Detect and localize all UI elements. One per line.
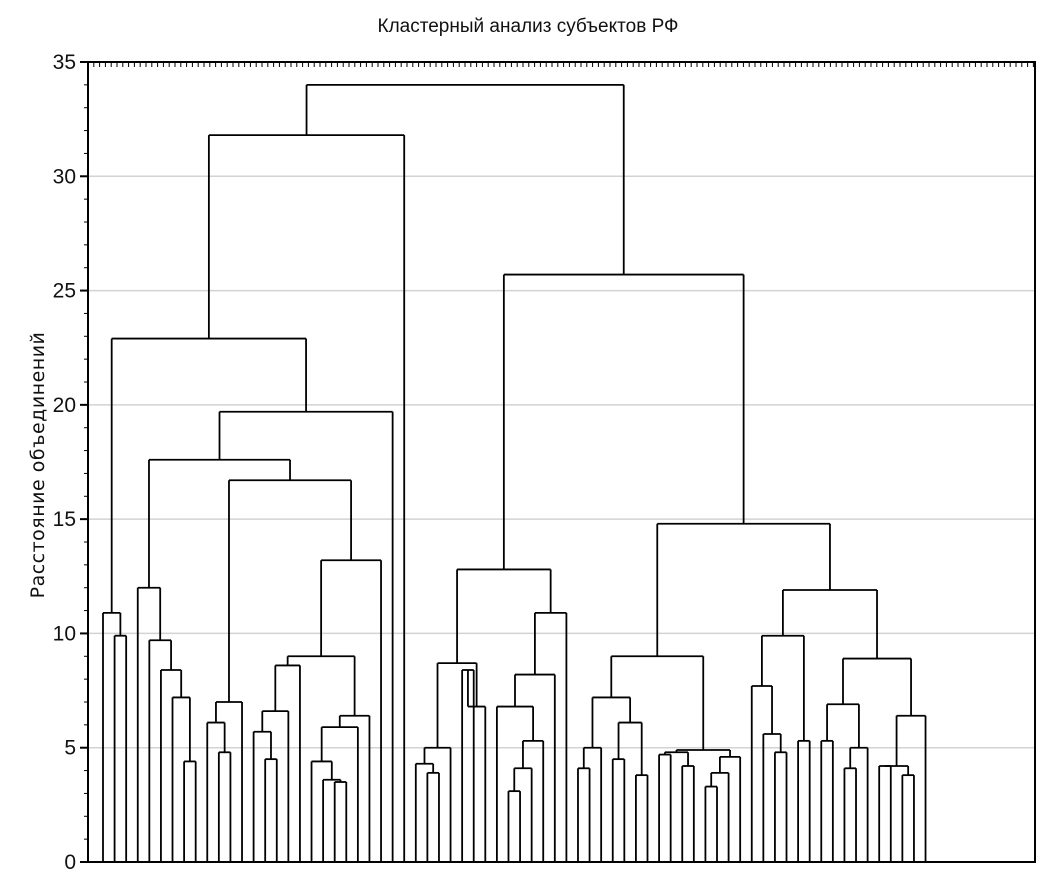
gridlines: [88, 175, 1035, 749]
y-tick-label: 25: [53, 280, 76, 303]
y-tick-label: 20: [53, 394, 76, 417]
dendrogram-tree: [102, 83, 927, 862]
y-tick-label: 35: [53, 51, 76, 74]
chart-title: Кластерный анализ субъектов РФ: [378, 16, 679, 37]
y-axis-label: Расстояние объединений: [27, 332, 49, 599]
y-tick-label: 5: [64, 737, 76, 760]
y-tick-label: 10: [53, 622, 76, 645]
y-tick-label: 30: [53, 165, 76, 188]
y-tick-label: 15: [53, 508, 76, 531]
plot-frame: [87, 61, 1036, 863]
y-tick-label: 0: [64, 851, 76, 871]
